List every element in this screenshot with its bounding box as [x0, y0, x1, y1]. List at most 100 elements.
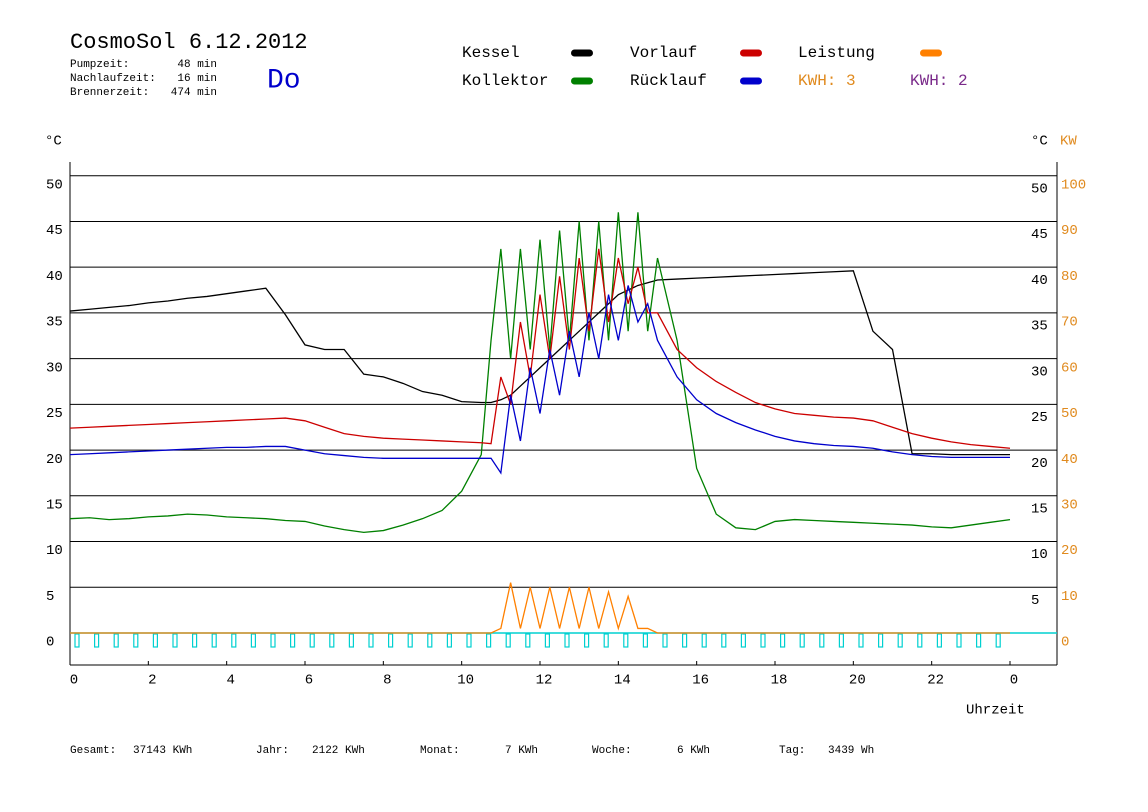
stat-value: 16 min [177, 73, 217, 85]
y2-tick-label: 80 [1061, 269, 1078, 285]
y2-tick-label: 20 [1061, 543, 1078, 559]
legend-label: Kessel [462, 44, 520, 62]
pump-marker [309, 633, 315, 648]
pump-marker [505, 633, 511, 648]
y2-tick-label: 70 [1061, 315, 1078, 331]
y-right-tick-label: 45 [1031, 227, 1048, 243]
y2-tick-label: 10 [1061, 589, 1078, 605]
y-tick-label: 25 [46, 406, 63, 422]
y2-tick-label: 30 [1061, 498, 1078, 514]
x-tick-label: 4 [226, 673, 234, 689]
pump-marker [681, 633, 688, 648]
pump-marker [407, 633, 413, 648]
x-axis-label: Uhrzeit [966, 703, 1025, 719]
pump-marker [721, 633, 727, 648]
pump-marker [662, 633, 668, 648]
y-tick-label: 15 [46, 498, 63, 514]
pump-marker [133, 633, 139, 648]
pump-marker [858, 633, 864, 648]
x-tick-label: 18 [771, 673, 788, 689]
stat-label: Nachlaufzeit: [70, 73, 156, 85]
y-tick-label: 30 [46, 360, 63, 376]
pump-marker [250, 633, 256, 648]
pump-marker [290, 633, 296, 648]
series-line [69, 248, 1011, 449]
pump-marker [231, 633, 237, 648]
y-right-tick-label: 40 [1031, 273, 1048, 289]
x-tick-label: 0 [70, 673, 78, 689]
y-tick-label: 10 [46, 543, 63, 559]
y-tick-label: 20 [46, 452, 63, 468]
pump-marker [564, 633, 570, 648]
y-right-axis-label: °C [1031, 134, 1048, 150]
footer-value: 37143 KWh [133, 745, 192, 757]
pump-marker [799, 633, 805, 648]
legend-swatch [740, 77, 762, 85]
footer-value: 3439 Wh [828, 745, 874, 757]
pump-marker [603, 633, 609, 648]
weekday: Do [267, 65, 301, 96]
pump-marker [779, 633, 786, 648]
pump-marker [270, 633, 276, 648]
pump-marker [329, 633, 335, 648]
y-tick-label: 40 [46, 269, 63, 285]
x-tick-label: 16 [692, 673, 709, 689]
legend-label: Kollektor [462, 72, 548, 90]
footer-label: Gesamt: [70, 745, 116, 757]
y2-tick-label: 40 [1061, 452, 1078, 468]
footer-label: Tag: [779, 745, 805, 757]
x-tick-label: 10 [457, 673, 474, 689]
stat-value: 474 min [171, 87, 217, 99]
series-line [70, 582, 1010, 634]
pump-marker [466, 633, 472, 648]
legend-swatch [571, 49, 593, 57]
pump-marker [486, 633, 492, 648]
pump-marker [74, 633, 80, 648]
x-tick-label: 8 [383, 673, 391, 689]
x-tick-label: 2 [148, 673, 156, 689]
pump-marker [388, 633, 394, 648]
y-right-tick-label: 35 [1031, 319, 1048, 335]
x-tick-label: 0 [1010, 673, 1018, 689]
y2-tick-label: 90 [1061, 223, 1078, 239]
footer-label: Woche: [592, 745, 632, 757]
x-tick-label: 6 [305, 673, 313, 689]
y-tick-label: 50 [46, 177, 63, 193]
y-tick-label: 45 [46, 223, 63, 239]
kwh-label: KWH: 3 [798, 72, 856, 90]
pump-marker [917, 633, 923, 648]
footer-value: 2122 KWh [312, 745, 365, 757]
y2-tick-label: 60 [1061, 360, 1078, 376]
pump-marker [760, 633, 766, 648]
series-line [69, 285, 1010, 475]
stat-label: Pumpzeit: [70, 59, 129, 71]
legend-label: Leistung [798, 44, 875, 62]
legend-label: Rücklauf [630, 72, 707, 90]
x-tick-label: 22 [927, 673, 944, 689]
y-right-tick-label: 10 [1031, 547, 1048, 563]
y-right-tick-label: 15 [1031, 502, 1048, 518]
y2-tick-label: 0 [1061, 635, 1069, 651]
series-line [69, 212, 1011, 534]
legend-swatch [571, 77, 593, 85]
y-axis-label: °C [45, 134, 62, 150]
pump-marker [427, 633, 433, 648]
pump-marker [446, 633, 452, 648]
legend-swatch [740, 49, 762, 57]
series-line [69, 270, 1010, 456]
chart-title: CosmoSol 6.12.2012 [70, 30, 308, 55]
pump-marker [192, 633, 198, 648]
y-right-tick-label: 30 [1031, 364, 1048, 380]
pump-marker [172, 633, 178, 648]
pump-marker [740, 633, 747, 648]
legend-swatch [920, 49, 942, 57]
pump-marker [525, 633, 531, 648]
pump-marker [623, 633, 629, 648]
kwh-label: KWH: 2 [910, 72, 968, 90]
pump-marker [701, 633, 707, 648]
pump-marker [995, 633, 1001, 648]
pump-marker [975, 633, 982, 648]
y-tick-label: 0 [46, 635, 54, 651]
